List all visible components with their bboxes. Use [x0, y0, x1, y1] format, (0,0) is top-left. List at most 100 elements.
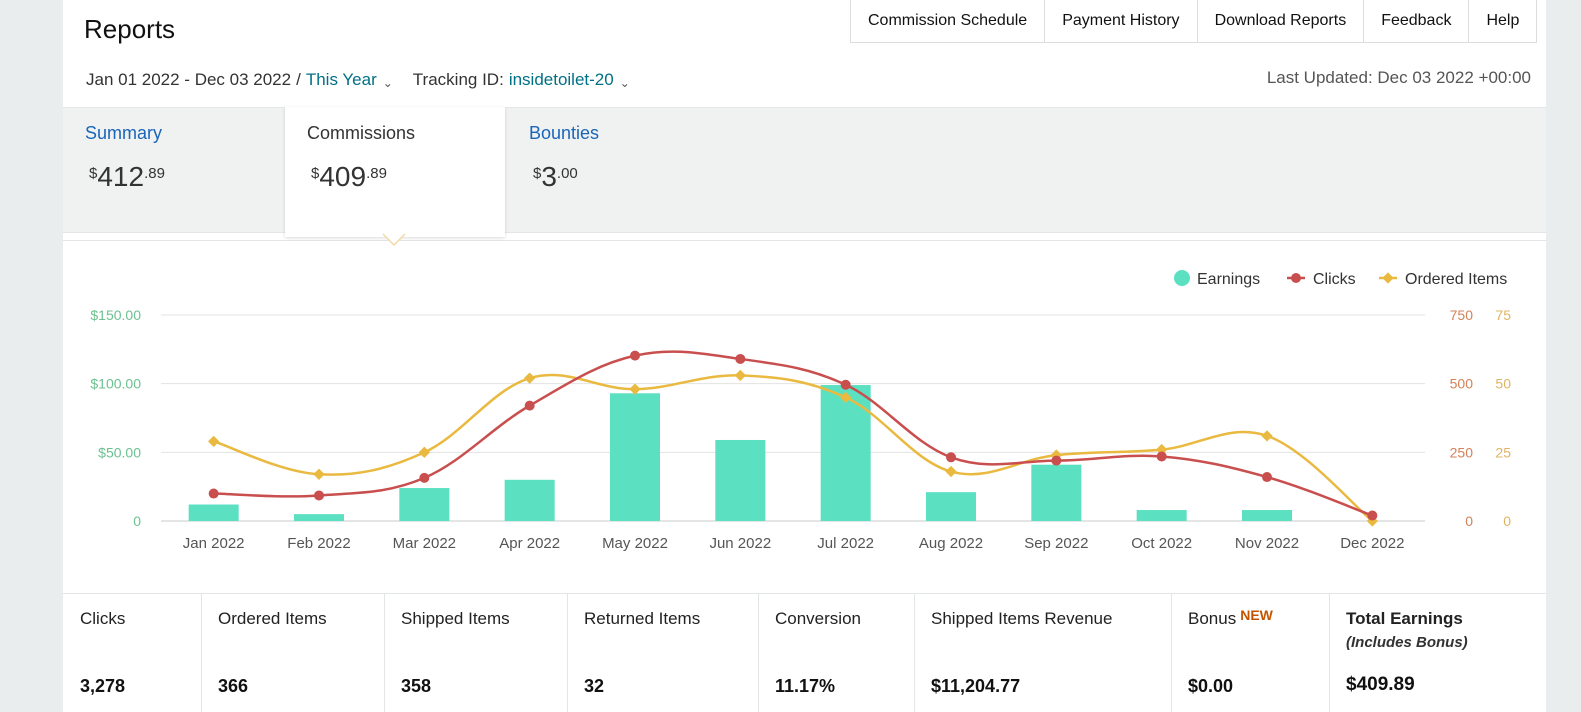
y-right-items-tick-label: 75 [1495, 307, 1511, 323]
new-badge: NEW [1240, 607, 1273, 623]
earnings-bar [294, 514, 344, 521]
x-tick-label: Oct 2022 [1131, 535, 1192, 552]
chevron-down-icon: ⌄ [382, 76, 393, 90]
earnings-bar [1136, 510, 1187, 521]
x-tick-label: Apr 2022 [499, 535, 560, 552]
tracking-label: Tracking ID: [412, 70, 504, 89]
earnings-bar [715, 439, 766, 521]
ordered-items-point [208, 435, 220, 448]
stat-value: 11.17% [775, 676, 836, 696]
filters-bar: Jan 01 2022 - Dec 03 2022 / This Year ⌄ T… [86, 70, 630, 90]
page-title: Reports [84, 14, 176, 44]
tracking-id-dropdown[interactable]: insidetoilet-20 ⌄ [509, 70, 630, 90]
stats-row: Clicks 3,278 Ordered Items 366 Shipped Items… [63, 593, 1546, 712]
stat-value: 3,278 [80, 676, 126, 696]
y-right-items-tick-label: 25 [1495, 444, 1511, 460]
stat-shipped-items: Shipped Items 358 [384, 594, 568, 712]
stat-value: 358 [401, 676, 432, 696]
chart-svg: 0 $50.00 $100.00 $150.00 0 250 500 750 0 25 50 75 Ja… [90, 270, 1511, 552]
stat-value: 32 [584, 676, 605, 696]
stat-ordered-items: Ordered Items 366 [201, 594, 385, 712]
stat-label: Shipped Items Revenue [931, 609, 1113, 628]
earnings-bar [399, 488, 450, 521]
y-right-clicks-tick-label: 250 [1450, 444, 1474, 460]
stat-label: Conversion [775, 609, 861, 628]
nav-payment-history[interactable]: Payment History [1045, 0, 1198, 42]
clicks-point [524, 400, 535, 411]
clicks-point [208, 488, 219, 499]
x-tick-label: Mar 2022 [393, 535, 456, 552]
active-tab-pointer-icon [382, 233, 406, 247]
tracking-id-value: insidetoilet-20 [508, 70, 614, 89]
y-right-clicks-tick-label: 500 [1450, 376, 1474, 392]
earnings-bar [820, 385, 871, 521]
earnings-bar [188, 504, 239, 521]
nav-feedback[interactable]: Feedback [1364, 0, 1470, 42]
earnings-bar [504, 479, 555, 521]
stat-label: Total Earnings [1346, 609, 1463, 628]
y-right-clicks-tick-label: 0 [1465, 513, 1473, 529]
nav-download-reports[interactable]: Download Reports [1198, 0, 1365, 42]
top-nav: Commission Schedule Payment History Down… [850, 0, 1538, 43]
tab-amount: $3.00 [533, 161, 578, 192]
period-dropdown[interactable]: This Year ⌄ [306, 70, 393, 90]
clicks-point [1156, 451, 1167, 462]
clicks-point [735, 353, 746, 364]
ordered-items-point [524, 372, 536, 384]
stat-label: Returned Items [584, 609, 701, 628]
x-tick-label: Jul 2022 [817, 535, 874, 552]
x-tick-label: May 2022 [602, 535, 668, 552]
chevron-down-icon: ⌄ [619, 76, 630, 90]
y-left-tick-label: 0 [133, 513, 141, 529]
legend-clicks-label: Clicks [1313, 271, 1356, 288]
y-left-tick-label: $150.00 [90, 307, 141, 323]
stat-bonus: Bonus NEW $0.00 [1171, 594, 1330, 712]
x-tick-label: Aug 2022 [919, 535, 983, 552]
earnings-bar [1031, 464, 1082, 521]
tab-amount: $409.89 [311, 161, 387, 192]
stat-shipped-revenue: Shipped Items Revenue $11,204.77 [914, 594, 1172, 712]
y-left-tick-label: $100.00 [90, 376, 141, 392]
date-range: Jan 01 2022 - Dec 03 2022 [86, 70, 292, 89]
stat-conversion: Conversion 11.17% [758, 594, 915, 712]
nav-commission-schedule[interactable]: Commission Schedule [851, 0, 1046, 42]
tab-label: Commissions [307, 123, 416, 143]
x-tick-label: Dec 2022 [1340, 535, 1404, 552]
clicks-point [419, 472, 430, 483]
stat-label: Ordered Items [218, 609, 327, 628]
stat-value: $11,204.77 [931, 676, 1021, 696]
nav-help[interactable]: Help [1486, 12, 1520, 29]
tab-amount: $412.89 [89, 161, 165, 192]
tab-bounties[interactable]: Bounties $3.00 [507, 107, 727, 231]
last-updated: Last Updated: Dec 03 2022 +00:00 [1266, 68, 1531, 87]
tab-summary[interactable]: Summary $412.89 [63, 107, 283, 231]
stat-label: Clicks [80, 609, 126, 628]
stat-sublabel: (Includes Bonus) [1346, 634, 1468, 651]
ordered-items-line [213, 373, 1374, 522]
clicks-point [314, 490, 324, 501]
clicks-point [630, 350, 640, 361]
tab-label: Bounties [529, 123, 600, 143]
clicks-point [840, 379, 851, 390]
clicks-line [213, 350, 1373, 517]
y-right-items-tick-label: 0 [1503, 513, 1511, 529]
stat-value: $0.00 [1188, 676, 1234, 696]
earnings-bar [926, 492, 976, 521]
legend-clicks-icon [1291, 273, 1301, 283]
tab-commissions[interactable]: Commissions $409.89 [285, 107, 505, 237]
x-tick-label: Sep 2022 [1024, 535, 1088, 552]
stat-value: 366 [218, 676, 249, 696]
stat-returned-items: Returned Items 32 [567, 594, 759, 712]
earnings-bar [1242, 510, 1292, 521]
ordered-items-point [418, 446, 430, 458]
clicks-point [1367, 510, 1378, 521]
legend-earnings-label: Earnings [1197, 271, 1260, 288]
stat-label: Bonus NEW [1188, 607, 1273, 628]
earnings-chart: 0 $50.00 $100.00 $150.00 0 250 500 750 0 25 50 75 Ja… [63, 240, 1546, 591]
y-left-tick-label: $50.00 [98, 444, 141, 460]
clicks-point [1051, 455, 1062, 466]
ordered-items-point [840, 391, 852, 404]
y-right-clicks-tick-label: 750 [1450, 307, 1474, 323]
clicks-point [946, 452, 956, 463]
ordered-items-point [313, 468, 325, 480]
